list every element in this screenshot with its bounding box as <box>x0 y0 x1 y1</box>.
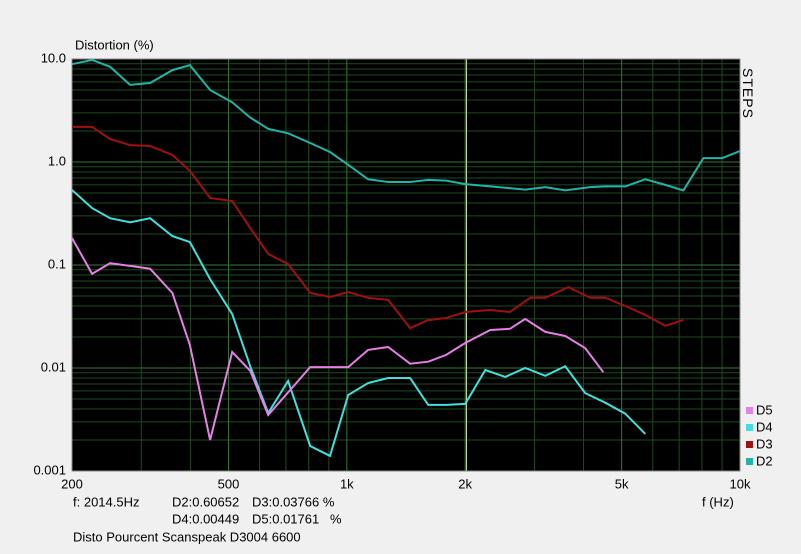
x-tick-label: 2k <box>458 476 472 491</box>
legend-swatch <box>746 407 753 414</box>
cursor-label: f: 2014.5Hz <box>73 494 140 509</box>
x-axis-label: f (Hz) <box>702 494 734 509</box>
y-tick-label: 0.001 <box>33 462 66 477</box>
x-tick-label: 10k <box>730 476 751 491</box>
legend-swatch <box>746 424 753 431</box>
legend-label: D3 <box>756 436 773 451</box>
readout: D4:0.00449 <box>172 511 239 526</box>
series-line <box>72 125 684 330</box>
chart-title: Distortion (%) <box>75 37 154 52</box>
x-tick-label: 500 <box>218 476 240 491</box>
legend-label: D2 <box>756 453 773 468</box>
x-tick-label: 5k <box>615 476 629 491</box>
side-label: STEPS <box>740 68 756 119</box>
readout: D3:0.03766 % <box>252 494 335 509</box>
legend-swatch <box>746 441 753 448</box>
series-line <box>71 237 605 441</box>
legend-label: D5 <box>756 402 773 417</box>
y-tick-label: 0.01 <box>41 359 66 374</box>
readout: D5:0.01761 % <box>252 511 342 526</box>
series-line <box>71 189 647 458</box>
legend-swatch <box>746 458 753 465</box>
x-tick-label: 1k <box>340 476 354 491</box>
y-tick-label: 10.0 <box>41 50 66 65</box>
x-tick-label: 200 <box>61 476 83 491</box>
footer: Disto Pourcent Scanspeak D3004 6600 <box>73 529 301 544</box>
plot-frame <box>71 58 741 472</box>
y-tick-label: 0.1 <box>48 256 66 271</box>
series-line <box>71 58 741 192</box>
readout: D2:0.60652 <box>172 494 239 509</box>
legend-label: D4 <box>756 419 773 434</box>
y-tick-label: 1.0 <box>48 153 66 168</box>
